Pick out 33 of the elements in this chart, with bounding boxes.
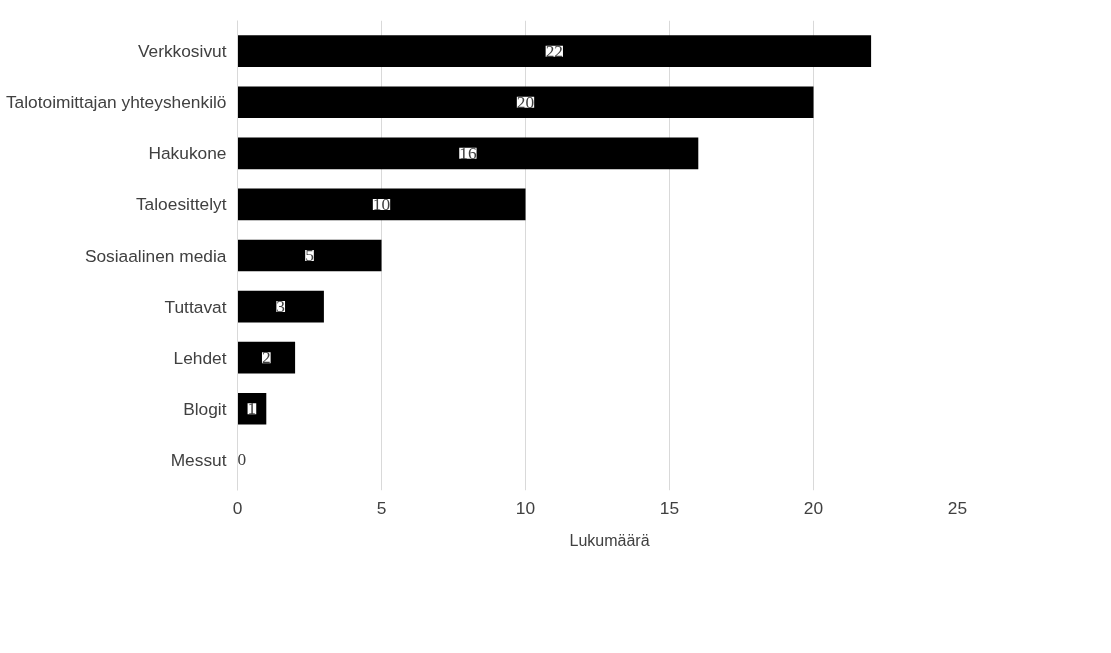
x-tick-label: 0 [232,497,243,518]
data-label: 0 [237,450,247,470]
data-label: 5 [305,246,314,265]
x-tick-label: 25 [947,497,968,518]
x-tick-label: 10 [515,497,536,518]
data-label: 2 [261,348,271,368]
y-tick-label: Talotoimittajan yhteyshenkilö [5,92,227,113]
y-tick-label: Lehdet [173,347,227,368]
text: Lukumäärä [569,532,650,550]
bar [237,341,296,374]
data-label: 16 [459,143,477,163]
y-tick-label: Messut [170,449,227,470]
bar [237,239,382,272]
data-label: 1 [247,399,257,419]
bar [237,86,814,119]
x-tick-label: 20 [803,497,824,518]
y-tick-label: Blogit [183,398,227,419]
bar [237,137,699,170]
bar [237,392,267,425]
x-tick-label: 15 [659,497,680,518]
bar [237,290,324,323]
y-tick-label: Taloesittelyt [135,194,227,215]
bar [237,35,872,67]
data-label: 3 [276,297,286,317]
bar [237,188,526,221]
data-label: 10 [372,194,391,214]
y-tick-label: Sosiaalinen media [84,245,227,266]
x-tick-label: 5 [376,497,387,518]
y-tick-label: Hakukone [148,143,227,164]
y-tick-label: Tuttavat [164,296,227,317]
y-tick-label: Verkkosivut [137,41,227,62]
data-label: 22 [545,41,563,61]
data-label: 20 [516,92,535,112]
